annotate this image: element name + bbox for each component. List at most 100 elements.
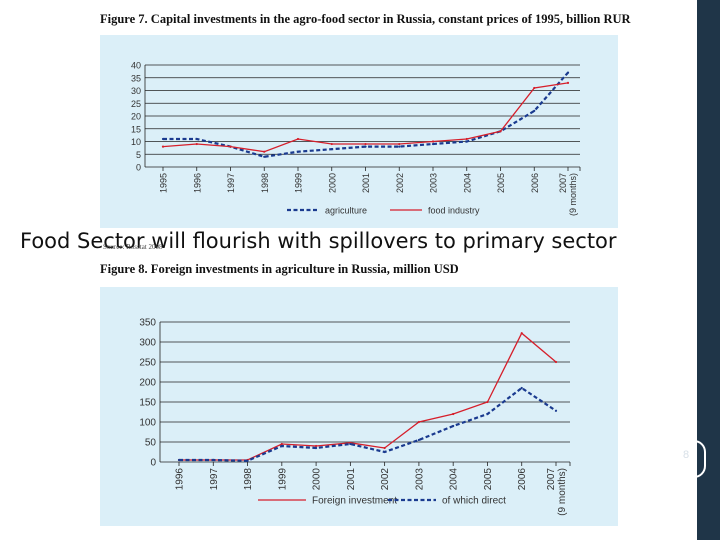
data-point: [246, 459, 249, 462]
data-point: [296, 150, 300, 153]
data-point: [364, 142, 367, 146]
x-tick-label: 1998: [243, 468, 254, 491]
data-point: [554, 360, 558, 364]
x-tick-label: 2006: [530, 173, 540, 193]
x-tick-label: 1998: [260, 173, 270, 193]
data-point: [330, 142, 333, 146]
y-tick-label: 30: [131, 86, 141, 96]
x-tick-label: 2003: [414, 468, 425, 491]
x-tick-label: 2000: [312, 468, 323, 491]
x-tick-label: 2007(9 months): [558, 173, 578, 216]
chart1-svg: 0 5 10 15 20 25 30 35 40 1995 1996 1997 1998 1999 2000…: [131, 61, 581, 216]
data-point: [566, 71, 570, 74]
x-tick-label: 2005: [483, 468, 494, 491]
data-point: [431, 142, 435, 146]
data-point: [161, 145, 165, 148]
data-point: [499, 130, 502, 133]
legend-label: of which direct: [442, 496, 506, 507]
chart2-title: Figure 8. Foreign investments in agricul…: [100, 262, 459, 276]
x-tick-label: 2001: [361, 173, 371, 193]
y-tick-label: 15: [131, 124, 141, 134]
y-tick-label: 0: [150, 458, 156, 469]
data-point: [533, 86, 536, 90]
data-point: [465, 137, 468, 141]
data-point: [452, 424, 455, 428]
x-tick-label: 2001: [346, 468, 357, 491]
data-point: [263, 155, 266, 158]
x-tick-label: 1997: [226, 173, 236, 193]
data-point: [520, 386, 523, 390]
data-point: [398, 145, 401, 148]
x-tick-label: 2004: [449, 468, 460, 491]
data-point: [212, 458, 215, 462]
y-tick-label: 0: [136, 163, 141, 173]
y-tick-label: 300: [139, 338, 156, 349]
data-point: [280, 442, 283, 446]
x-tick-label: 1996: [192, 173, 202, 193]
x-tick-label: 1996: [175, 468, 186, 491]
data-point: [229, 145, 232, 148]
legend-label: agriculture: [325, 206, 367, 216]
y-tick-label: 50: [145, 438, 157, 449]
data-point: [452, 412, 455, 416]
data-point: [195, 137, 198, 141]
data-point: [398, 142, 401, 146]
data-point: [465, 140, 468, 143]
y-tick-label: 200: [139, 378, 156, 389]
x-tick-label: 2005: [496, 173, 506, 193]
data-point: [314, 444, 318, 448]
data-point: [533, 109, 536, 112]
slide-number: 8: [683, 449, 690, 461]
data-point: [566, 81, 570, 84]
data-point: [520, 332, 523, 335]
x-tick-label: 2006: [517, 468, 528, 491]
data-point: [314, 446, 318, 450]
y-tick-label: 10: [131, 137, 141, 147]
y-tick-label: 20: [131, 112, 141, 122]
data-point: [486, 400, 489, 404]
data-point: [280, 444, 283, 448]
chart1-title: Figure 7. Capital investments in the agr…: [100, 12, 631, 26]
data-point: [417, 438, 421, 442]
y-tick-label: 35: [131, 73, 141, 83]
x-tick-label: 2007(9 months): [546, 468, 568, 516]
x-tick-label: 2003: [429, 173, 439, 193]
chart2-panel: 0 50 100 150 200 250 300 350 1996 1997 1998 1999 200…: [100, 287, 618, 526]
data-point: [349, 442, 352, 446]
data-point: [296, 137, 300, 141]
source-note: Source: Rosstat 2008: [103, 243, 163, 251]
legend-label: Foreign investment: [312, 496, 397, 507]
series-line-of-which-direct: [179, 386, 557, 462]
x-tick-label: 1997: [209, 468, 220, 491]
y-tick-label: 100: [139, 418, 156, 429]
x-tick-label: 2000: [327, 173, 337, 193]
data-point: [263, 150, 266, 153]
data-point: [161, 137, 165, 141]
right-sidebar: [697, 0, 720, 540]
slide-number-tab: [690, 440, 706, 478]
x-tick-label: 2002: [380, 468, 391, 491]
y-tick-label: 40: [131, 61, 141, 71]
y-tick-label: 350: [139, 318, 156, 329]
data-point: [417, 420, 421, 424]
y-tick-label: 25: [131, 99, 141, 109]
data-point: [383, 446, 386, 450]
legend-label: food industry: [428, 206, 480, 216]
y-tick-label: 150: [139, 398, 156, 409]
data-point: [330, 148, 333, 151]
chart2-svg: 0 50 100 150 200 250 300 350 1996 1997 1998 1999 200…: [139, 318, 571, 516]
x-tick-label: 1999: [294, 173, 304, 193]
x-tick-label: 2002: [395, 173, 405, 193]
x-tick-label: 1995: [159, 173, 169, 193]
data-point: [177, 458, 181, 462]
y-tick-label: 5: [136, 150, 141, 160]
x-tick-label: 2004: [462, 173, 472, 193]
x-tick-label: 1999: [277, 468, 288, 491]
y-tick-label: 250: [139, 358, 156, 369]
data-point: [383, 450, 386, 454]
series-line-foreign-investment: [179, 332, 557, 461]
data-point: [431, 140, 435, 143]
data-point: [486, 412, 489, 416]
slide-headline: Food Sector will flourish with spillover…: [20, 229, 617, 253]
data-point: [195, 142, 198, 146]
